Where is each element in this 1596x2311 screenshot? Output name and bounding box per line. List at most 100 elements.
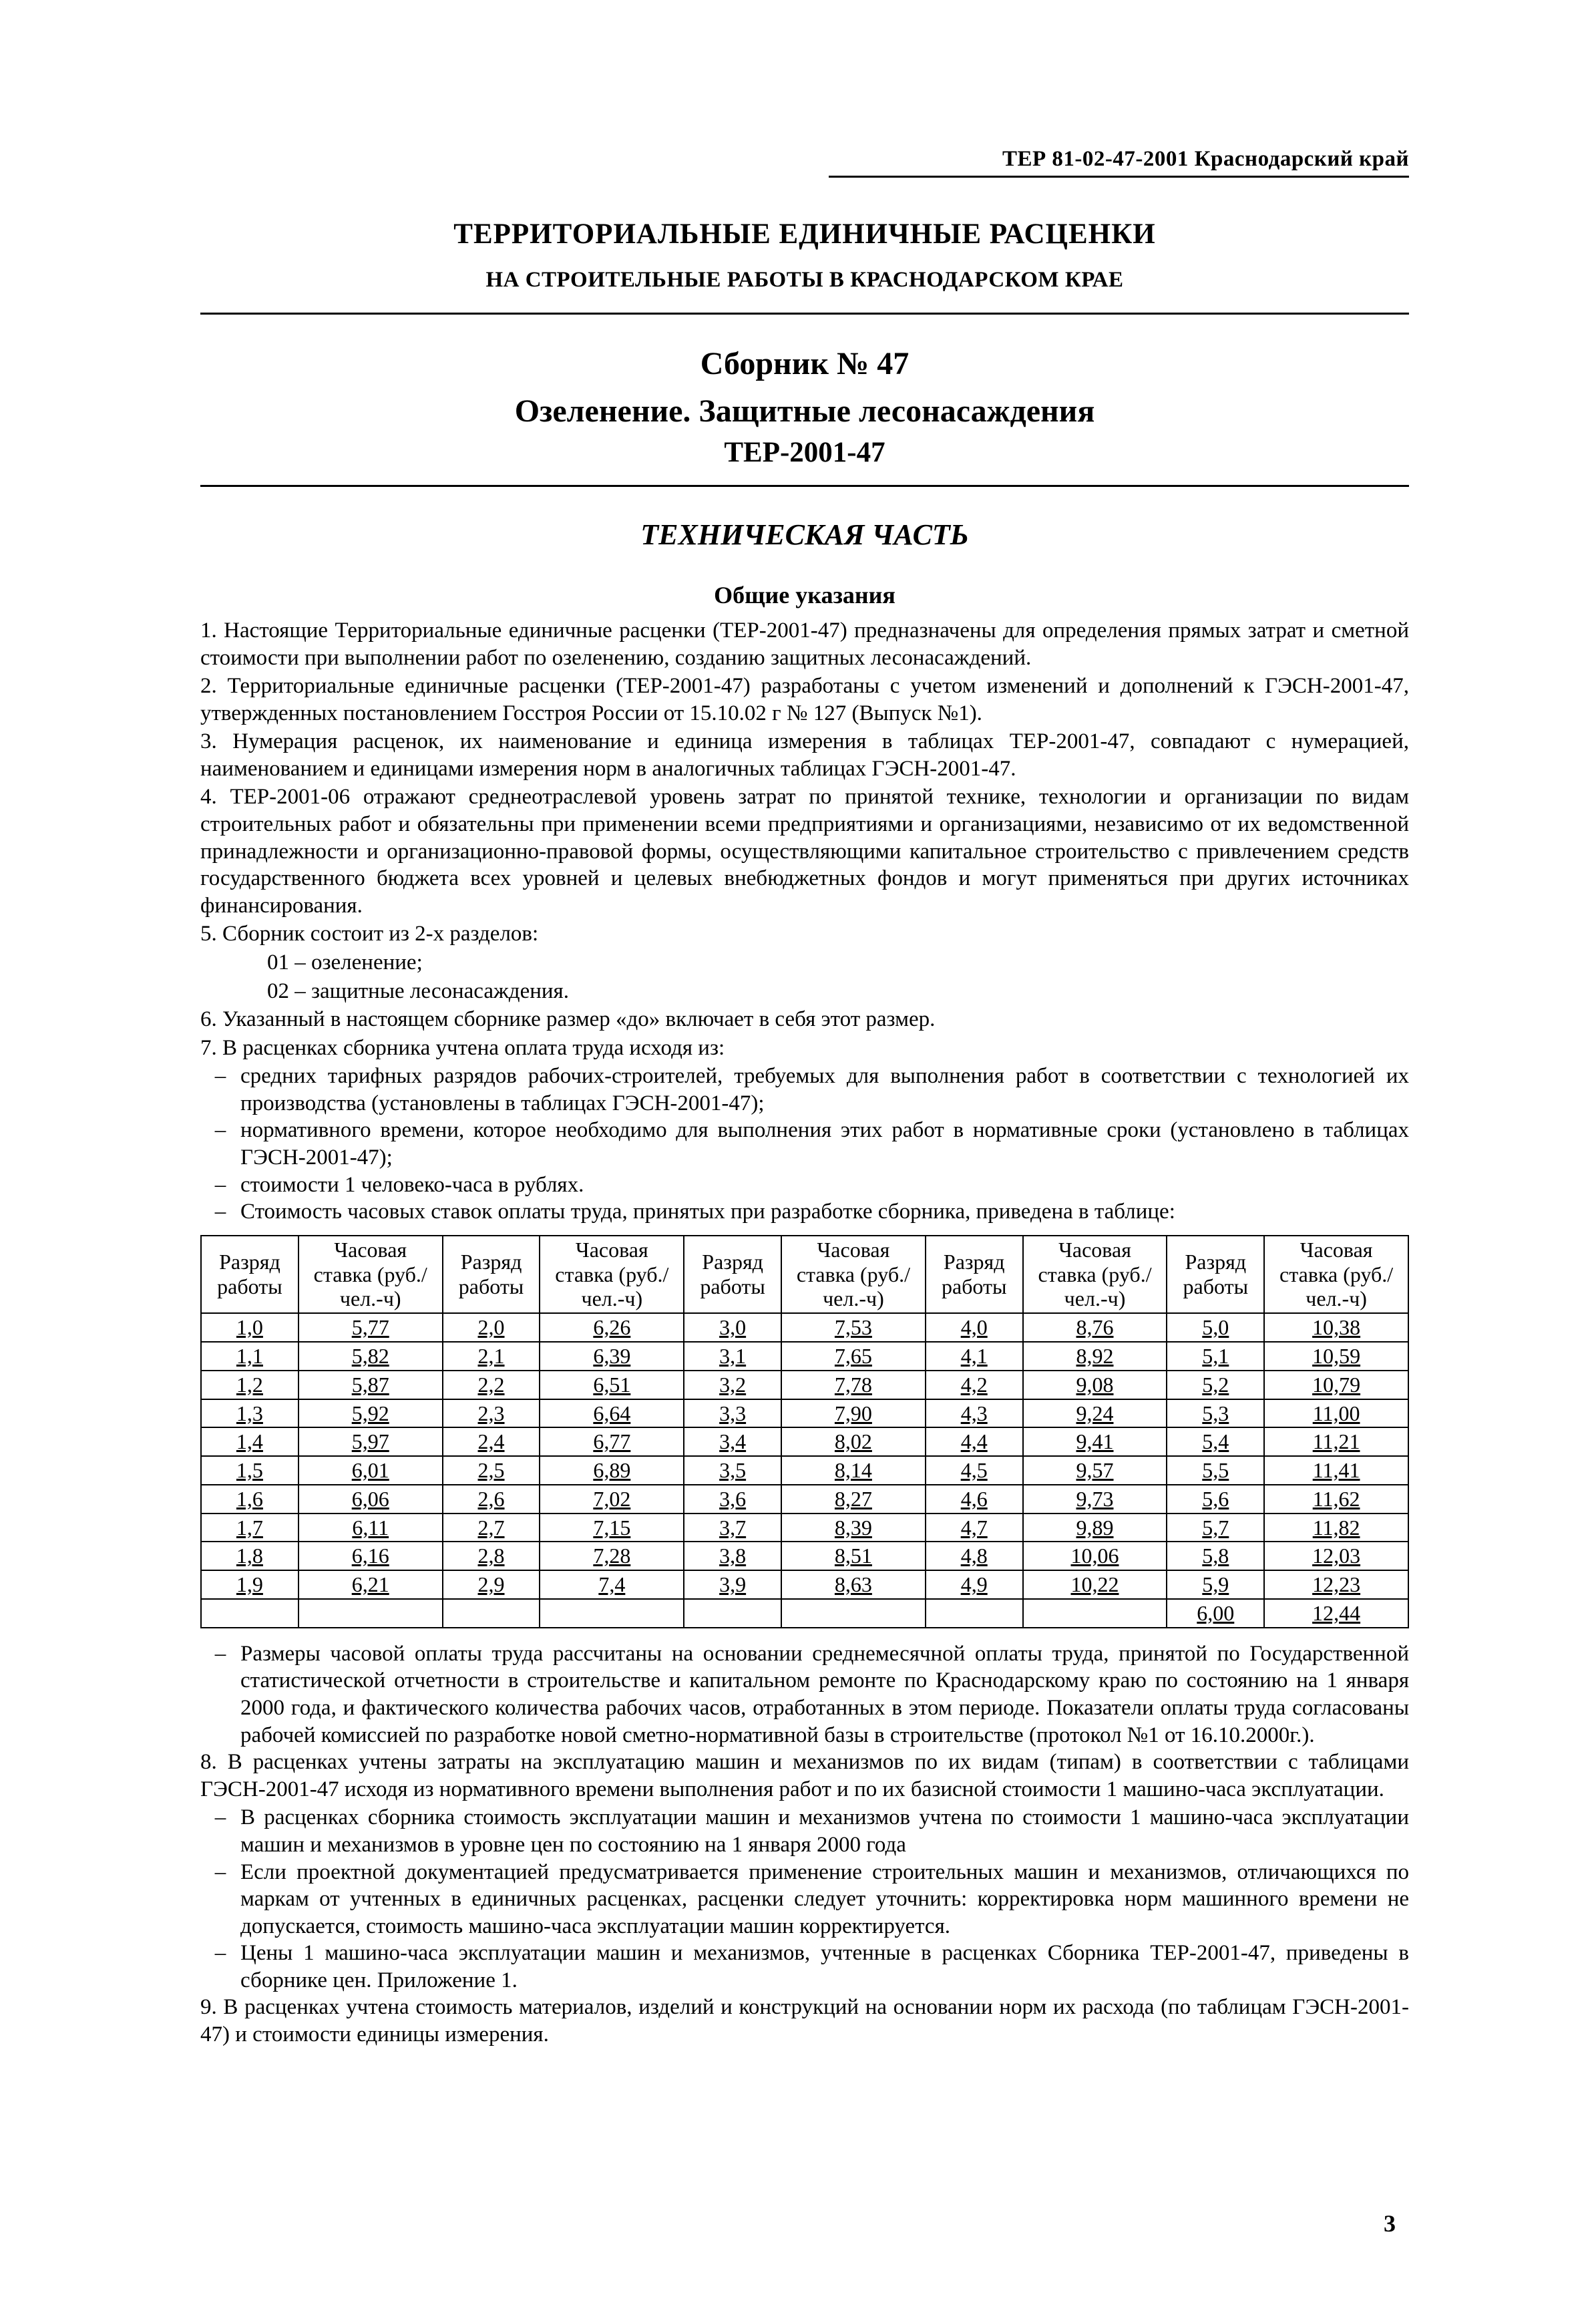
col-header: Разряд работы (1167, 1236, 1264, 1313)
technical-part-heading: ТЕХНИЧЕСКАЯ ЧАСТЬ (200, 518, 1409, 552)
document-page: ТЕР 81-02-47-2001 Краснодарский край ТЕР… (0, 0, 1596, 2311)
table-cell: 10,38 (1264, 1313, 1408, 1342)
table-cell (1023, 1599, 1167, 1628)
body-text: –Размеры часовой оплаты труда рассчитаны… (200, 1640, 1409, 2049)
table-cell (443, 1599, 540, 1628)
table-cell: 8,76 (1023, 1313, 1167, 1342)
table-cell: 2,7 (443, 1514, 540, 1542)
collection-number: Сборник № 47 (200, 345, 1409, 382)
table-cell: 1,5 (201, 1456, 298, 1485)
table-cell: 5,9 (1167, 1570, 1264, 1599)
table-cell: 2,0 (443, 1313, 540, 1342)
table-cell: 8,39 (781, 1514, 926, 1542)
table-cell: 9,89 (1023, 1514, 1167, 1542)
table-row: 1,05,772,06,263,07,534,08,765,010,38 (201, 1313, 1408, 1342)
table-cell: 1,8 (201, 1542, 298, 1570)
table-cell: 6,21 (298, 1570, 443, 1599)
col-header: Часовая ставка (руб./чел.-ч) (781, 1236, 926, 1313)
table-cell: 5,82 (298, 1342, 443, 1371)
table-cell: 7,65 (781, 1342, 926, 1371)
table-cell: 6,39 (540, 1342, 684, 1371)
table-cell: 6,64 (540, 1399, 684, 1428)
table-head: Разряд работы Часовая ставка (руб./чел.-… (201, 1236, 1408, 1313)
table-cell: 4,4 (926, 1427, 1023, 1456)
table-header-row: Разряд работы Часовая ставка (руб./чел.-… (201, 1236, 1408, 1313)
table-cell: 11,41 (1264, 1456, 1408, 1485)
title-main: ТЕРРИТОРИАЛЬНЫЕ ЕДИНИЧНЫЕ РАСЦЕНКИ (200, 218, 1409, 250)
table-cell: 1,4 (201, 1427, 298, 1456)
paragraph: 5. Сборник состоит из 2-х разделов: (200, 920, 1409, 948)
table-row: 1,86,162,87,283,88,514,810,065,812,03 (201, 1542, 1408, 1570)
paragraph: 2. Территориальные единичные расценки (Т… (200, 673, 1409, 727)
table-row: 1,76,112,77,153,78,394,79,895,711,82 (201, 1514, 1408, 1542)
table-cell: 3,6 (684, 1485, 781, 1514)
collection-code: ТЕР-2001-47 (200, 436, 1409, 469)
paragraph: 1. Настоящие Территориальные единичные р… (200, 617, 1409, 671)
table-cell: 3,8 (684, 1542, 781, 1570)
paragraph: 7. В расценках сборника учтена оплата тр… (200, 1035, 1409, 1062)
table-cell: 1,0 (201, 1313, 298, 1342)
dash-item: –Цены 1 машино-часа эксплуатации машин и… (200, 1940, 1409, 1994)
table-cell: 8,63 (781, 1570, 926, 1599)
table-cell: 6,26 (540, 1313, 684, 1342)
table-cell: 6,51 (540, 1371, 684, 1399)
table-cell: 7,78 (781, 1371, 926, 1399)
table-cell: 5,97 (298, 1427, 443, 1456)
table-cell: 3,3 (684, 1399, 781, 1428)
table-cell: 7,4 (540, 1570, 684, 1599)
table-cell: 7,53 (781, 1313, 926, 1342)
table-cell (781, 1599, 926, 1628)
list-item: 02 – защитные лесонасаждения. (200, 978, 1409, 1005)
table-cell: 4,5 (926, 1456, 1023, 1485)
table-cell (684, 1599, 781, 1628)
title-sub: НА СТРОИТЕЛЬНЫЕ РАБОТЫ В КРАСНОДАРСКОМ К… (200, 268, 1409, 293)
table-cell: 5,6 (1167, 1485, 1264, 1514)
table-cell: 8,14 (781, 1456, 926, 1485)
table-cell: 2,9 (443, 1570, 540, 1599)
document-header-code: ТЕР 81-02-47-2001 Краснодарский край (829, 147, 1409, 178)
table-cell: 5,87 (298, 1371, 443, 1399)
table-cell (201, 1599, 298, 1628)
divider (200, 485, 1409, 487)
table-cell: 3,4 (684, 1427, 781, 1456)
dash-item: –нормативного времени, которое необходим… (200, 1117, 1409, 1171)
table-cell: 2,4 (443, 1427, 540, 1456)
dash-item: –стоимости 1 человеко-часа в рублях. (200, 1172, 1409, 1199)
table-cell: 4,7 (926, 1514, 1023, 1542)
table-cell: 10,79 (1264, 1371, 1408, 1399)
table-row: 1,45,972,46,773,48,024,49,415,411,21 (201, 1427, 1408, 1456)
table-cell: 7,15 (540, 1514, 684, 1542)
col-header: Разряд работы (201, 1236, 298, 1313)
table-cell: 6,01 (298, 1456, 443, 1485)
collection-title: Озеленение. Защитные лесонасаждения (200, 393, 1409, 429)
col-header: Разряд работы (443, 1236, 540, 1313)
table-cell: 10,59 (1264, 1342, 1408, 1371)
table-cell: 5,5 (1167, 1456, 1264, 1485)
table-cell: 11,82 (1264, 1514, 1408, 1542)
table-cell: 3,5 (684, 1456, 781, 1485)
table-cell: 12,44 (1264, 1599, 1408, 1628)
dash-item: –средних тарифных разрядов рабочих-строи… (200, 1063, 1409, 1117)
table-cell: 7,28 (540, 1542, 684, 1570)
col-header: Разряд работы (926, 1236, 1023, 1313)
table-cell (298, 1599, 443, 1628)
col-header: Часовая ставка (руб./чел.-ч) (1023, 1236, 1167, 1313)
table-cell: 2,2 (443, 1371, 540, 1399)
table-cell: 7,90 (781, 1399, 926, 1428)
table-cell: 8,51 (781, 1542, 926, 1570)
page-number: 3 (1384, 2209, 1396, 2238)
table-cell: 4,2 (926, 1371, 1023, 1399)
table-cell: 12,23 (1264, 1570, 1408, 1599)
dash-item: –Если проектной документацией предусматр… (200, 1859, 1409, 1940)
table-cell: 10,06 (1023, 1542, 1167, 1570)
table-cell: 4,1 (926, 1342, 1023, 1371)
table-cell: 3,7 (684, 1514, 781, 1542)
table-cell: 9,41 (1023, 1427, 1167, 1456)
table-cell: 9,57 (1023, 1456, 1167, 1485)
col-header: Часовая ставка (руб./чел.-ч) (298, 1236, 443, 1313)
table-cell: 4,3 (926, 1399, 1023, 1428)
table-cell: 1,1 (201, 1342, 298, 1371)
col-header: Часовая ставка (руб./чел.-ч) (540, 1236, 684, 1313)
paragraph: 6. Указанный в настоящем сборнике размер… (200, 1006, 1409, 1033)
table-cell: 4,8 (926, 1542, 1023, 1570)
